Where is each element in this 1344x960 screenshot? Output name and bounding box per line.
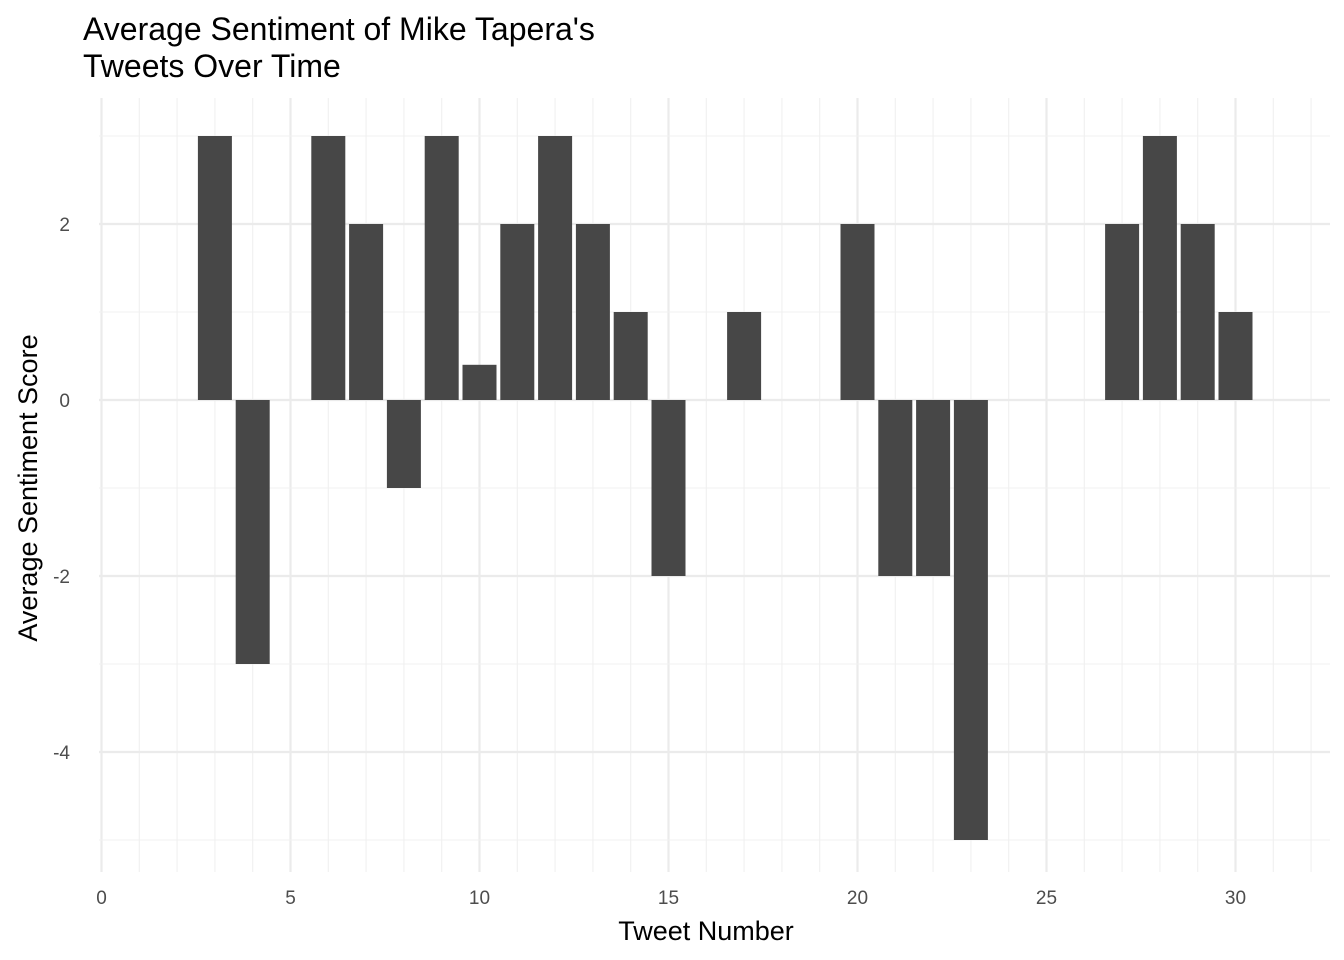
bar-tweet-7 <box>349 224 384 400</box>
bar-tweet-9 <box>424 136 459 400</box>
y-tick-label: 2 <box>59 215 70 236</box>
y-tick-label: 0 <box>59 391 70 412</box>
x-tick-label: 0 <box>96 888 107 909</box>
bar-tweet-6 <box>311 136 346 400</box>
bar-tweet-30 <box>1218 312 1253 400</box>
bar-tweet-10 <box>462 364 497 400</box>
x-tick-label: 20 <box>847 888 868 909</box>
bar-tweet-20 <box>840 224 875 400</box>
chart-title-line-1: Average Sentiment of Mike Tapera's <box>83 11 595 47</box>
bar-tweet-14 <box>613 312 648 400</box>
x-tick-label: 10 <box>469 888 490 909</box>
chart-title-line-2: Tweets Over Time <box>83 48 341 84</box>
bar-tweet-12 <box>538 136 573 400</box>
x-tick-label: 25 <box>1036 888 1057 909</box>
bar-tweet-11 <box>500 224 535 400</box>
x-tick-label: 15 <box>658 888 679 909</box>
y-tick-label: -2 <box>53 567 70 588</box>
y-tick-label: -4 <box>53 743 70 764</box>
bar-tweet-29 <box>1180 224 1215 400</box>
bar-tweet-22 <box>916 400 951 576</box>
bar-tweet-21 <box>878 400 913 576</box>
bars-layer <box>197 136 1253 840</box>
y-axis-title: Average Sentiment Score <box>13 334 43 641</box>
bar-tweet-28 <box>1142 136 1177 400</box>
bar-tweet-3 <box>197 136 232 400</box>
bar-tweet-13 <box>575 224 610 400</box>
bar-tweet-23 <box>953 400 988 840</box>
x-axis-title: Tweet Number <box>618 916 794 946</box>
bar-tweet-27 <box>1105 224 1140 400</box>
x-tick-label: 30 <box>1225 888 1246 909</box>
ticks-layer: 0 5 10 15 20 25 30 -4 -2 0 2 <box>53 215 1246 909</box>
bar-tweet-8 <box>386 400 421 488</box>
bar-tweet-4 <box>235 400 270 664</box>
x-tick-label: 5 <box>285 888 296 909</box>
bar-tweet-15 <box>651 400 686 576</box>
bar-tweet-17 <box>727 312 762 400</box>
